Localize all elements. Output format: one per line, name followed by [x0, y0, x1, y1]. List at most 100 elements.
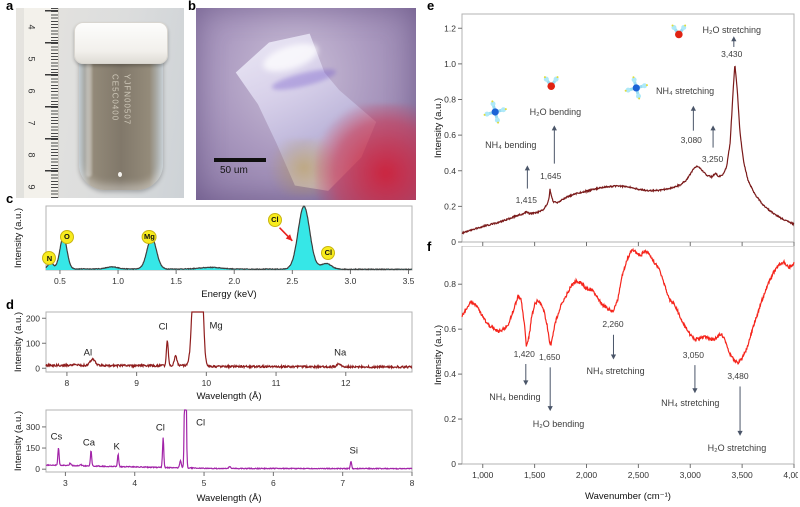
y-tick-label: 0.6 [444, 324, 456, 334]
vibration-mode-label: NH₄ bending [485, 139, 537, 150]
nh4-molecule-icon [624, 76, 648, 100]
x-tick-label: 3.0 [345, 276, 357, 286]
wavenumber-label: 1,420 [513, 348, 535, 359]
y-tick-label: 100 [26, 338, 40, 348]
panel-label-e: e [427, 0, 435, 13]
ftir-plot: 1,0001,5002,0002,5003,0003,5004,00000.20… [433, 246, 798, 502]
ruler-number: 7 [26, 120, 37, 126]
wavenumber-label: 2,260 [602, 318, 624, 329]
scale-bar-label: 50 um [220, 165, 248, 176]
h2o-molecule-icon [671, 24, 687, 39]
panel-label-b: b [188, 0, 196, 13]
x-tick-label: 6 [271, 478, 276, 488]
y-tick-label: 0.4 [444, 166, 456, 176]
annotation-arrow [690, 105, 696, 131]
y-tick-label: 0.8 [444, 279, 456, 289]
x-tick-label: 8 [410, 478, 415, 488]
ruler: 4 5 6 7 8 9 [24, 8, 59, 198]
element-label: Ca [82, 437, 96, 449]
vibration-mode-label: H₂O bending [532, 418, 585, 429]
eds-spectrum-chart: 0.5 1.0 1.5 2.0 2.5 3.0 3.5 Energy (keV) Intensi… [12, 200, 416, 300]
ruler-number: 8 [26, 152, 37, 158]
xrd-top-chart: 8 9 10 11 12 0 100 200 Wavelength (Å) Intensity (… [12, 306, 416, 402]
x-tick-label: 8 [65, 378, 70, 388]
y-tick-label: 0.8 [444, 95, 456, 105]
y-ticks: 0 0.2 0.4 0.6 0.8 1.0 1.2 [444, 23, 462, 247]
y-axis-label: Intensity (a.u.) [433, 98, 444, 158]
y-tick-label: 0 [35, 464, 40, 474]
y-ticks: 0 0.2 0.4 0.6 0.8 [444, 279, 462, 469]
vibration-mode-label: H₂O stretching [707, 443, 767, 454]
spectrum-curve [45, 205, 413, 271]
x-tick-label: 10 [202, 378, 212, 388]
annotation-arrow [737, 386, 743, 436]
spectrum-fill [46, 206, 412, 270]
panel-label-c: c [6, 191, 14, 206]
vial-label-line: YJFN00507 [122, 74, 132, 126]
x-tick-label: 2,500 [628, 470, 650, 480]
y-ticks: 0 100 200 [26, 313, 46, 373]
wavenumber-label: 3,250 [701, 154, 724, 165]
element-label: K [113, 441, 120, 453]
vial-body [79, 50, 163, 190]
y-tick-label: 200 [26, 313, 40, 323]
x-tick-label: 2.5 [286, 276, 298, 286]
element-badge: O [59, 229, 74, 244]
element-label: Cl [155, 422, 165, 434]
xrd-bottom-chart: 3 4 5 6 7 8 0 150 300 Wavelength (Å) Intensity (a.… [12, 402, 416, 504]
x-tick-label: 1,000 [472, 470, 494, 480]
wavenumber-label: 1,645 [540, 171, 562, 182]
y-tick-label: 1.0 [444, 59, 456, 69]
y-tick-label: 0.4 [444, 369, 456, 379]
nh4-molecule-icon [483, 100, 507, 124]
ruler-number: 4 [26, 24, 37, 30]
x-ticks [482, 242, 795, 246]
h2o-molecule-icon [543, 76, 559, 90]
vial-label-text: CE5C0400 YJFN00507 [111, 74, 132, 125]
x-ticks: 3 4 5 6 7 8 [63, 472, 415, 488]
annotation-arrow [710, 125, 716, 148]
wavenumber-label: 3,050 [682, 350, 704, 360]
vial-glare [86, 62, 92, 177]
x-tick-label: 3.5 [403, 276, 415, 286]
x-ticks: 0.5 1.0 1.5 2.0 2.5 3.0 3.5 [54, 270, 415, 286]
ruler-number: 9 [26, 184, 37, 190]
x-tick-label: 1.0 [112, 276, 124, 286]
annotation-arrow [524, 165, 530, 189]
vibration-mode-label: NH₄ stretching [661, 398, 720, 409]
x-tick-label: 4 [132, 478, 137, 488]
x-tick-label: 1,500 [524, 470, 546, 480]
panel-label-a: a [6, 0, 14, 13]
x-tick-label: 2,000 [576, 470, 598, 480]
annotation-arrow [551, 125, 557, 164]
annotation-arrow [523, 363, 529, 386]
xrd-top-plot: 8 9 10 11 12 0 100 200 Wavelength (Å) Intensity (… [13, 311, 413, 402]
vibration-mode-label: H₂O bending [529, 106, 582, 117]
y-tick-label: 0 [451, 459, 456, 469]
x-tick-label: 9 [134, 378, 139, 388]
sample-vial-photo: 4 5 6 7 8 9 CE5C0400 YJFN00507 [16, 8, 184, 198]
x-axis-label: Wavelength (Å) [196, 493, 261, 504]
wavenumber-label: 3,480 [727, 371, 749, 382]
x-tick-label: 3 [63, 478, 68, 488]
x-tick-label: 3,000 [680, 470, 702, 480]
x-tick-label: 2.0 [228, 276, 240, 286]
y-axis-label: Intensity (a.u.) [13, 208, 24, 268]
element-label: Si [349, 445, 358, 457]
element-label: Cs [50, 431, 63, 443]
raman-plot: 0 0.2 0.4 0.6 0.8 1.0 1.2 Intensity (a.u.) [433, 13, 795, 247]
y-tick-label: 1.2 [444, 23, 456, 33]
vial-highlight [118, 172, 122, 177]
y-axis-label: Intensity (a.u.) [13, 312, 24, 372]
panel-label-d: d [6, 297, 14, 312]
xrd-bottom-plot: 3 4 5 6 7 8 0 150 300 Wavelength (Å) Intensity (a.… [13, 409, 415, 504]
spectrum-curve [46, 409, 413, 471]
element-label: Al [83, 347, 93, 359]
ruler-number: 6 [26, 88, 37, 94]
x-tick-label: 0.5 [54, 276, 66, 286]
x-tick-label: 7 [340, 478, 345, 488]
wavenumber-label: 1,650 [539, 352, 561, 363]
y-ticks: 0 150 300 [26, 422, 46, 474]
wavenumber-label: 1,415 [515, 195, 537, 206]
y-tick-label: 0 [451, 237, 456, 247]
